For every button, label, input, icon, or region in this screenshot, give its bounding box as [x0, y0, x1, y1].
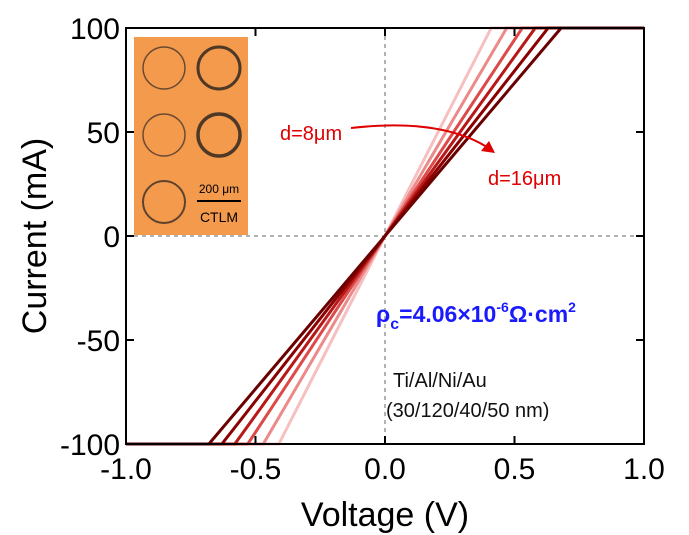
x-tick-label: 1.0	[623, 453, 665, 486]
y-axis-label: Current (mA)	[16, 138, 54, 334]
x-axis: -1.0 -0.5 0.0 0.5 1.0	[100, 28, 665, 486]
x-tick-label: -1.0	[100, 453, 152, 486]
y-axis: 100 50 0 -50 -100	[60, 13, 644, 462]
inset-micrograph: 200 μm CTLM	[134, 37, 248, 235]
y-tick-label: 50	[87, 117, 120, 150]
x-tick-label: -0.5	[230, 453, 282, 486]
y-tick-label: -50	[77, 325, 120, 358]
inset-scale-label: 200 μm	[199, 182, 239, 196]
y-tick-label: -100	[60, 429, 120, 462]
y-tick-label: 100	[70, 13, 120, 46]
inset-background	[134, 37, 248, 235]
pad-small-3	[142, 180, 186, 224]
x-tick-label: 0.0	[364, 453, 406, 486]
label-d-large: d=16μm	[488, 168, 561, 190]
stack-label-line2: (30/120/40/50 nm)	[386, 400, 549, 422]
y-tick-label: 0	[103, 221, 120, 254]
curved-arrow	[350, 124, 488, 148]
pad-large-1	[196, 45, 242, 91]
rho-annotation: ρc=4.06×10-6Ω·cm2	[376, 299, 576, 333]
arrow-head	[481, 141, 495, 153]
stack-label-line1: Ti/Al/Ni/Au	[393, 370, 487, 392]
x-axis-label: Voltage (V)	[301, 496, 469, 534]
label-d-small: d=8μm	[280, 123, 342, 145]
pad-small-1	[142, 46, 186, 90]
inset-ctlm-label: CTLM	[200, 209, 238, 225]
pad-small-2	[142, 113, 186, 157]
x-tick-label: 0.5	[494, 453, 536, 486]
pad-large-2	[196, 112, 242, 158]
